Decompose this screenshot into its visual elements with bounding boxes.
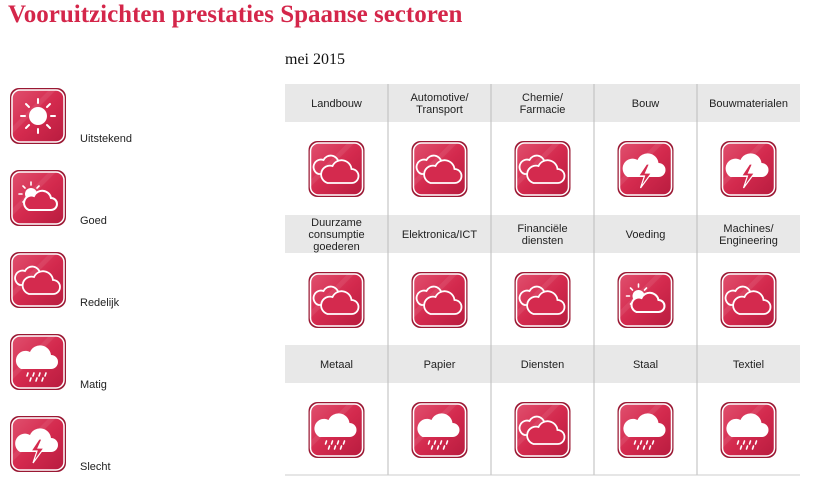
icon-cloud	[515, 402, 571, 458]
icon-sun	[10, 88, 66, 144]
sector-label: Staal	[633, 359, 658, 371]
sector-label: Elektronica/ICT	[402, 229, 477, 241]
title: Vooruitzichten prestaties Spaanse sector…	[8, 1, 462, 28]
header-band	[285, 215, 800, 253]
icon-rain	[412, 402, 468, 458]
label-line: Landbouw	[311, 98, 362, 110]
label-line: Automotive/	[410, 92, 469, 104]
label-line: Machines/	[723, 223, 774, 235]
sector-label: Chemie/Farmacie	[520, 92, 566, 116]
icon-cloud	[515, 141, 571, 197]
sector-label: Financiële diensten	[517, 223, 567, 247]
icon-rain	[309, 402, 365, 458]
sector-label: Bouwmaterialen	[709, 98, 788, 110]
sector-label: Papier	[424, 359, 456, 371]
icon-sun-cloud	[10, 170, 66, 226]
label-line: Financiële	[517, 223, 567, 235]
header-band	[285, 84, 800, 122]
label-line: Transport	[416, 104, 463, 116]
icon-cloud	[721, 272, 777, 328]
icon-rain	[721, 402, 777, 458]
label-line: Chemie/	[522, 92, 564, 104]
label-line: diensten	[522, 235, 564, 247]
sector-label: Metaal	[320, 359, 353, 371]
label-line: goederen	[313, 241, 360, 253]
sector-label: Machines/Engineering	[719, 223, 778, 247]
icon-cloud	[309, 272, 365, 328]
label-line: Metaal	[320, 359, 353, 371]
header-band	[285, 345, 800, 383]
label-line: Duurzame	[311, 217, 362, 229]
icon-cloud	[412, 272, 468, 328]
icon-cloud	[10, 252, 66, 308]
sector-label: Landbouw	[311, 98, 362, 110]
icon-cloud	[309, 141, 365, 197]
icon-cloud	[412, 141, 468, 197]
icon-rain	[618, 402, 674, 458]
label-line: Bouw	[632, 98, 660, 110]
icon-cloud	[515, 272, 571, 328]
legend: Uitstekend Goed Redelijk Matig Slecht	[10, 88, 132, 473]
label-line: Diensten	[521, 359, 564, 371]
sector-label: Duurzame consumptie goederen	[308, 217, 364, 253]
label-line: Staal	[633, 359, 658, 371]
label-line: Bouwmaterialen	[709, 98, 788, 110]
label-line: Voeding	[626, 229, 666, 241]
label-line: Farmacie	[520, 104, 566, 116]
legend-label: Uitstekend	[80, 133, 132, 145]
icon-storm	[721, 141, 777, 197]
icon-storm	[618, 141, 674, 197]
sector-label: Voeding	[626, 229, 666, 241]
legend-label: Matig	[80, 379, 107, 391]
subtitle: mei 2015	[285, 51, 345, 68]
legend-label: Slecht	[80, 461, 111, 473]
label-line: Elektronica/ICT	[402, 229, 477, 241]
icon-sun-cloud	[618, 272, 674, 328]
sector-grid: Landbouw Automotive/Transport Chemie/Farma…	[285, 84, 800, 476]
sector-label: Bouw	[632, 98, 660, 110]
sector-label: Diensten	[521, 359, 564, 371]
label-line: Textiel	[733, 359, 764, 371]
legend-label: Redelijk	[80, 297, 120, 309]
icon-storm	[10, 416, 66, 472]
legend-label: Goed	[80, 215, 107, 227]
icon-rain	[10, 334, 66, 390]
sector-label: Textiel	[733, 359, 764, 371]
label-line: Papier	[424, 359, 456, 371]
label-line: consumptie	[308, 229, 364, 241]
label-line: Engineering	[719, 235, 778, 247]
sector-label: Automotive/Transport	[410, 92, 469, 116]
